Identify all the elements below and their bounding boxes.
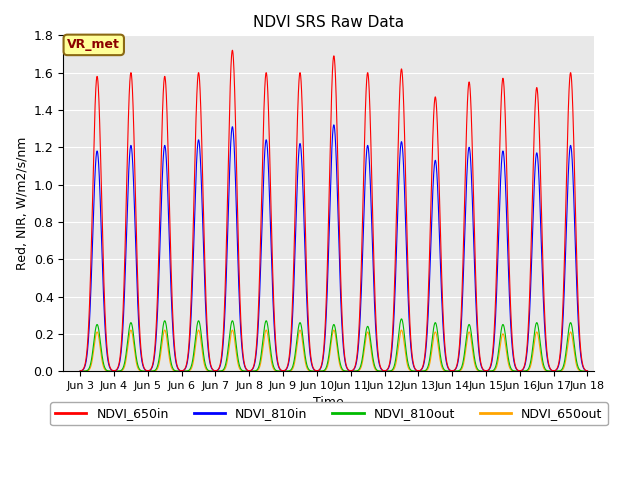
NDVI_810out <box>400 328 408 334</box>
NDVI_810out <box>76 368 84 374</box>
Line: NDVI_650out: NDVI_650out <box>80 330 588 371</box>
NDVI_650out <box>305 367 312 373</box>
NDVI_810out <box>584 368 591 374</box>
NDVI_650in <box>582 368 590 373</box>
NDVI_810in <box>330 122 338 128</box>
NDVI_650out <box>400 339 408 345</box>
Line: NDVI_810in: NDVI_810in <box>80 125 588 371</box>
NDVI_650out <box>582 368 590 374</box>
NDVI_650out <box>584 368 591 374</box>
NDVI_650out <box>76 368 84 374</box>
NDVI_810out <box>305 366 312 372</box>
Title: NDVI SRS Raw Data: NDVI SRS Raw Data <box>253 15 404 30</box>
NDVI_650in <box>577 346 584 351</box>
NDVI_650out <box>577 368 584 374</box>
NDVI_810in <box>577 351 584 357</box>
NDVI_810out <box>397 316 405 322</box>
NDVI_650out <box>531 334 539 340</box>
NDVI_810out <box>577 368 584 373</box>
NDVI_810out <box>582 368 590 374</box>
NDVI_810in <box>584 368 591 374</box>
NDVI_650out <box>127 327 135 333</box>
NDVI_810in <box>400 173 408 179</box>
NDVI_810in <box>582 368 590 373</box>
NDVI_650in <box>517 368 525 373</box>
X-axis label: Time: Time <box>314 396 344 409</box>
Line: NDVI_810out: NDVI_810out <box>80 319 588 371</box>
NDVI_810in <box>76 368 84 374</box>
NDVI_810out <box>531 325 539 331</box>
NDVI_650in <box>531 104 539 109</box>
NDVI_810in <box>517 368 525 373</box>
NDVI_650in <box>584 368 591 374</box>
NDVI_650in <box>400 111 408 117</box>
NDVI_650out <box>517 368 525 374</box>
NDVI_650in <box>228 48 236 53</box>
Y-axis label: Red, NIR, W/m2/s/nm: Red, NIR, W/m2/s/nm <box>15 136 28 270</box>
NDVI_650in <box>76 368 84 374</box>
NDVI_650in <box>305 318 312 324</box>
Line: NDVI_650in: NDVI_650in <box>80 50 588 371</box>
Legend: NDVI_650in, NDVI_810in, NDVI_810out, NDVI_650out: NDVI_650in, NDVI_810in, NDVI_810out, NDV… <box>50 402 607 425</box>
NDVI_810in <box>305 329 312 335</box>
Text: VR_met: VR_met <box>67 38 120 51</box>
NDVI_810out <box>517 368 525 374</box>
NDVI_810in <box>531 165 539 170</box>
